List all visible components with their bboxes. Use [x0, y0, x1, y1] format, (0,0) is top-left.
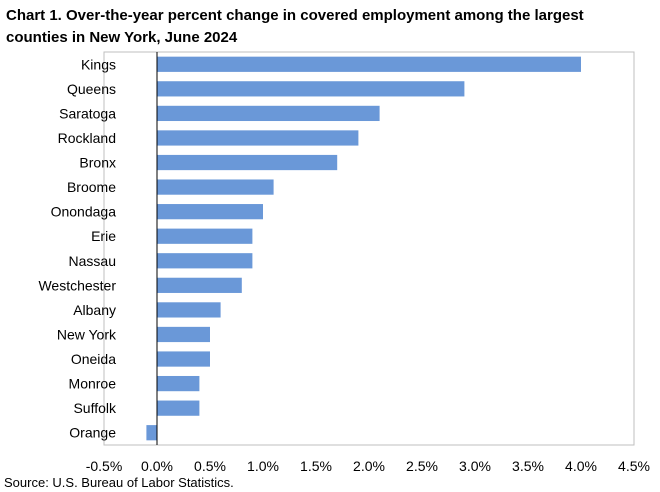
- x-tick-label: 2.0%: [353, 458, 385, 474]
- bar-oneida: [157, 351, 210, 367]
- x-tick-labels: -0.5% 0.0% 0.5% 1.0% 1.5% 2.0% 2.5% 3.0% 3.5% 4.0…: [86, 458, 650, 474]
- bar-new-york: [157, 326, 210, 343]
- x-tick-label: 4.0%: [565, 458, 597, 474]
- bar-monroe: [157, 375, 200, 392]
- bar-erie: [157, 228, 253, 244]
- category-labels: Kings Queens Saratoga Rockland Bronx Broome On…: [38, 56, 117, 440]
- x-tick-label: 3.0%: [459, 458, 491, 474]
- bar-onondaga: [157, 204, 263, 220]
- category-label: Onondaga: [51, 204, 117, 220]
- x-tick-label: 3.5%: [512, 458, 544, 474]
- bars-group: [146, 56, 581, 441]
- category-label: Monroe: [69, 376, 117, 392]
- bar-orange: [146, 425, 157, 441]
- x-tick-label: 4.5%: [618, 458, 650, 474]
- category-label: Orange: [69, 425, 116, 441]
- category-label: Suffolk: [73, 400, 117, 416]
- bar-kings: [157, 56, 581, 72]
- category-label: Erie: [91, 228, 116, 244]
- x-tick-label: 0.0%: [141, 458, 173, 474]
- bar-saratoga: [157, 105, 380, 122]
- x-tick-label: 0.5%: [194, 458, 226, 474]
- bar-nassau: [157, 253, 253, 269]
- category-label: Saratoga: [59, 105, 116, 121]
- bar-westchester: [157, 277, 242, 293]
- bar-bronx: [157, 154, 338, 171]
- x-tick-label: 2.5%: [406, 458, 438, 474]
- category-label: Nassau: [69, 253, 116, 269]
- bar-rockland: [157, 130, 359, 146]
- category-label: New York: [57, 326, 117, 342]
- bar-albany: [157, 302, 221, 318]
- category-label: Rockland: [58, 130, 116, 146]
- category-label: Westchester: [38, 277, 116, 293]
- x-tick-label: -0.5%: [86, 458, 123, 474]
- bar-broome: [157, 179, 274, 195]
- category-label: Kings: [81, 56, 116, 72]
- x-tick-label: 1.5%: [300, 458, 332, 474]
- category-label: Oneida: [71, 351, 116, 367]
- category-label: Broome: [67, 179, 116, 195]
- category-label: Albany: [73, 302, 116, 318]
- category-label: Bronx: [79, 155, 116, 171]
- bar-queens: [157, 81, 465, 97]
- category-label: Queens: [67, 81, 116, 97]
- chart-title: Chart 1. Over-the-year percent change in…: [6, 7, 584, 46]
- x-tick-label: 1.0%: [247, 458, 279, 474]
- source-note: Source: U.S. Bureau of Labor Statistics.: [4, 475, 234, 490]
- bar-suffolk: [157, 400, 200, 416]
